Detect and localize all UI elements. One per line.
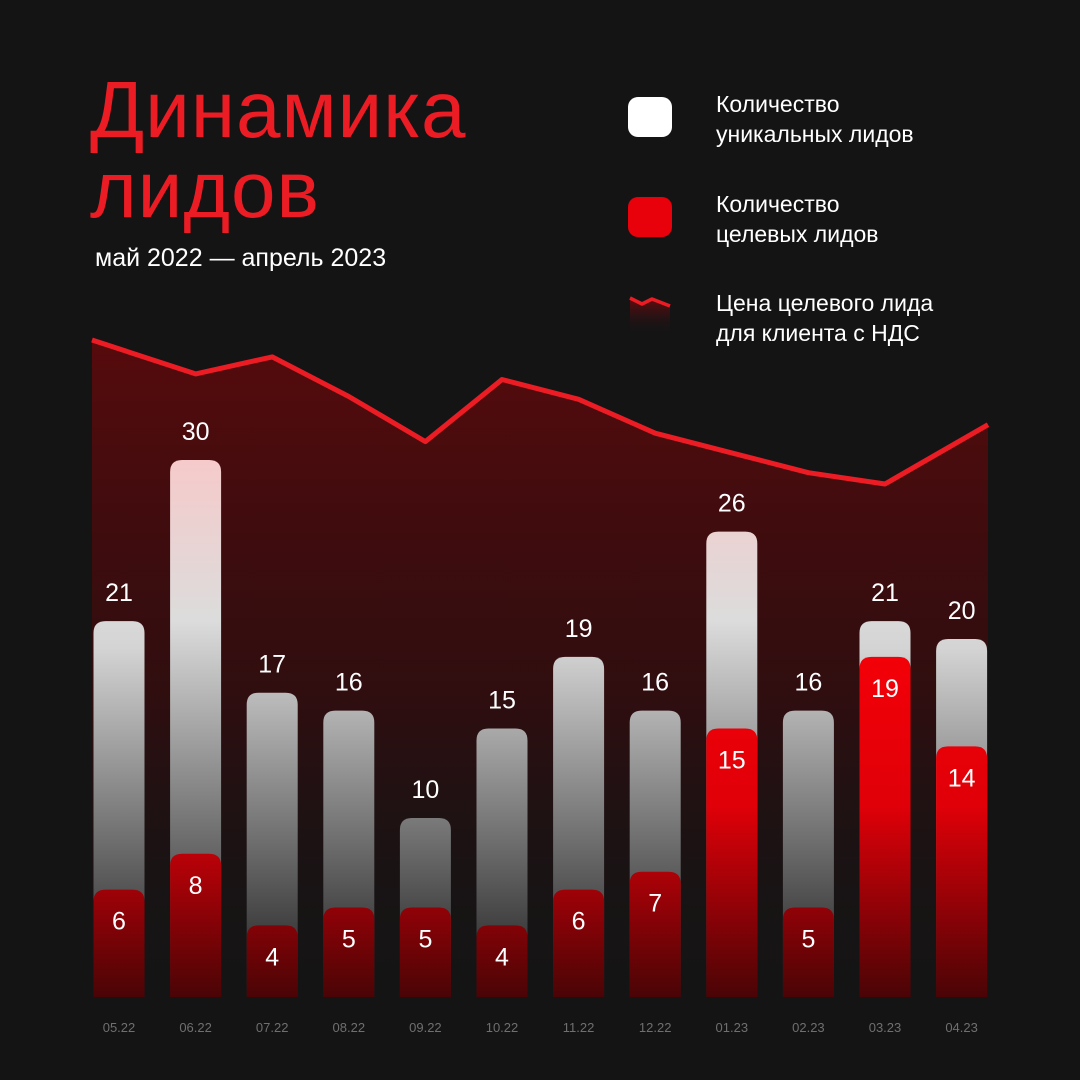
label-unique-07.22: 17 [258, 651, 286, 679]
label-unique-11.22: 19 [565, 615, 593, 643]
label-unique-08.22: 16 [335, 669, 363, 697]
label-target-10.22: 4 [495, 943, 509, 971]
label-target-11.22: 6 [572, 908, 586, 936]
x-tick-06.22: 06.22 [179, 1020, 212, 1035]
x-tick-05.22: 05.22 [103, 1020, 136, 1035]
legend-swatch-white [628, 97, 672, 137]
x-tick-10.22: 10.22 [486, 1020, 519, 1035]
legend-line-icon [629, 296, 671, 334]
bar-target-11.22 [553, 889, 605, 997]
page-title: Динамика лидов [90, 70, 466, 230]
label-target-05.22: 6 [112, 908, 126, 936]
label-unique-05.22: 21 [105, 579, 133, 607]
label-unique-02.23: 16 [794, 669, 822, 697]
label-unique-06.22: 30 [182, 418, 210, 446]
bar-target-02.23 [782, 907, 834, 997]
legend-label-price: Цена целевого лида для клиента с НДС [716, 290, 934, 346]
x-tick-02.23: 02.23 [792, 1020, 825, 1035]
x-tick-08.22: 08.22 [333, 1020, 366, 1035]
label-target-07.22: 4 [265, 943, 279, 971]
legend-swatch-red [628, 197, 672, 237]
x-tick-12.22: 12.22 [639, 1020, 672, 1035]
price-area [92, 340, 988, 997]
legend-label-unique-leads: Количество уникальных лидов [716, 91, 914, 147]
page-subtitle: май 2022 — апрель 2023 [95, 244, 387, 272]
label-target-09.22: 5 [418, 926, 432, 954]
label-target-04.23: 14 [948, 764, 976, 792]
bar-target-10.22 [476, 925, 528, 997]
legend-item-unique-leads: Количество уникальных лидов [628, 91, 1048, 157]
title-line-1: Динамика [90, 65, 467, 154]
label-unique-04.23: 20 [948, 597, 976, 625]
bar-target-07.22 [246, 925, 298, 997]
label-target-01.23: 15 [718, 747, 746, 775]
legend-item-price: Цена целевого лида для клиента с НДС [628, 290, 1048, 354]
label-unique-10.22: 15 [488, 687, 516, 715]
bar-target-06.22 [170, 853, 222, 997]
x-tick-09.22: 09.22 [409, 1020, 442, 1035]
label-target-12.22: 7 [648, 890, 662, 918]
label-unique-03.23: 21 [871, 579, 899, 607]
bar-target-08.22 [323, 907, 375, 997]
bar-target-01.23 [706, 728, 758, 997]
legend-label-target-leads: Количество целевых лидов [716, 191, 879, 247]
label-target-06.22: 8 [189, 872, 203, 900]
bar-unique-07.22 [246, 692, 298, 997]
label-target-02.23: 5 [801, 926, 815, 954]
x-tick-04.23: 04.23 [945, 1020, 978, 1035]
x-tick-07.22: 07.22 [256, 1020, 289, 1035]
x-tick-11.22: 11.22 [563, 1020, 595, 1035]
label-target-03.23: 19 [871, 675, 899, 703]
bar-target-05.22 [93, 889, 145, 997]
bar-target-09.22 [399, 907, 451, 997]
label-target-08.22: 5 [342, 926, 356, 954]
label-unique-01.23: 26 [718, 490, 746, 518]
bar-target-03.23 [859, 656, 911, 997]
x-tick-01.23: 01.23 [716, 1020, 749, 1035]
label-unique-09.22: 10 [411, 776, 439, 804]
bar-target-12.22 [629, 871, 681, 997]
label-unique-12.22: 16 [641, 669, 669, 697]
x-tick-03.23: 03.23 [869, 1020, 902, 1035]
title-line-2: лидов [90, 145, 321, 234]
price-line [91, 337, 990, 487]
legend-item-target-leads: Количество целевых лидов [628, 191, 1048, 257]
bar-target-04.23 [936, 746, 988, 997]
